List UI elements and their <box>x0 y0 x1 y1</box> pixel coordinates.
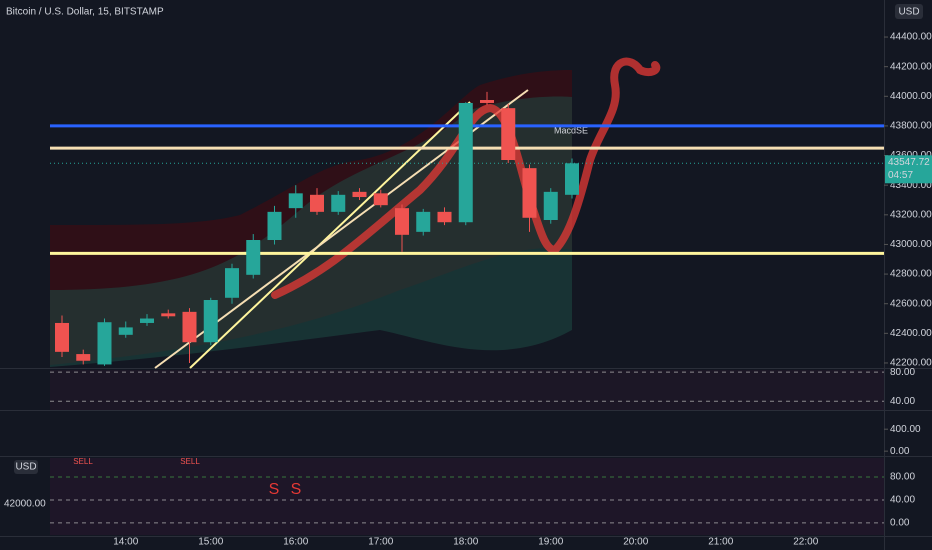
pane-tick-label: 40.00 <box>890 396 915 407</box>
annotation: MacdSE <box>554 125 588 135</box>
last-price-box <box>885 155 932 184</box>
annotation: SELL <box>73 457 93 466</box>
x-tick-label: 17:00 <box>368 537 393 548</box>
candle-body <box>55 322 69 352</box>
currency: USD <box>898 7 919 18</box>
x-tick-label: 16:00 <box>283 537 308 548</box>
freehand-drawing <box>271 57 661 299</box>
candle-body <box>76 354 91 361</box>
x-tick-label: 21:00 <box>708 537 733 548</box>
annotation: S <box>269 481 280 498</box>
candle-body <box>480 100 494 103</box>
y-tick-label: 43800.00 <box>890 121 932 132</box>
candle-body <box>97 322 112 365</box>
pane-tick-label: 0.00 <box>890 446 910 457</box>
pane-currency: USD <box>15 462 36 473</box>
y-tick-label: 42600.00 <box>890 298 932 309</box>
trend-line <box>189 101 471 369</box>
x-tick-label: 20:00 <box>623 537 648 548</box>
y-tick-label: 43000.00 <box>890 239 932 250</box>
candle-body <box>161 313 176 317</box>
y-tick-label: 42400.00 <box>890 328 932 339</box>
pane-tick-label: 0.00 <box>890 518 910 529</box>
candle-body <box>416 211 431 232</box>
x-tick-label: 18:00 <box>453 537 478 548</box>
currency-badge <box>895 4 923 19</box>
candle-body <box>246 240 261 275</box>
y-tick-label: 44400.00 <box>890 32 932 43</box>
candle-body <box>140 318 154 323</box>
candle-body <box>373 193 388 206</box>
candle-body <box>458 102 473 223</box>
candle-body <box>352 191 367 198</box>
currency-badge <box>14 460 38 474</box>
candle-body <box>501 108 516 160</box>
x-tick-label: 15:00 <box>198 537 223 548</box>
x-tick-label: 14:00 <box>113 537 138 548</box>
pane-left-label: 42000.00 <box>4 499 46 510</box>
candle-body <box>522 168 537 218</box>
pane-bg <box>50 458 884 535</box>
countdown: 04:57 <box>888 170 913 181</box>
candle-body <box>565 163 579 195</box>
candle-body <box>331 194 346 212</box>
annotation: SELL <box>180 457 200 466</box>
candle-body <box>118 327 133 335</box>
candle-body <box>395 208 409 235</box>
candle-body <box>267 211 282 240</box>
annotation: S <box>291 481 302 498</box>
pane-tick-label: 80.00 <box>890 367 915 378</box>
y-tick-label: 42200.00 <box>890 358 932 369</box>
price-axis-bg <box>884 0 932 550</box>
candle-body <box>288 193 303 209</box>
candle-body <box>543 191 558 220</box>
pane-tick-label: 40.00 <box>890 495 915 506</box>
pane-tick-label: 400.00 <box>890 424 921 435</box>
x-tick-label: 22:00 <box>793 537 818 548</box>
y-tick-label: 43400.00 <box>890 180 932 191</box>
candle-body <box>310 194 324 212</box>
y-tick-label: 44200.00 <box>890 61 932 72</box>
candle-body <box>437 211 452 223</box>
pane-bg <box>50 370 884 410</box>
pane-tick-label: 80.00 <box>890 472 915 483</box>
candle-body <box>203 300 218 343</box>
title: Bitcoin / U.S. Dollar, 15, BITSTAMP <box>6 7 164 18</box>
candle-body <box>225 268 239 298</box>
y-tick-label: 43200.00 <box>890 209 932 220</box>
candle-body <box>182 311 197 343</box>
x-tick-label: 19:00 <box>538 537 563 548</box>
last-price-label: 43547.72 <box>888 157 930 168</box>
y-tick-label: 42800.00 <box>890 269 932 280</box>
y-tick-label: 44000.00 <box>890 91 932 102</box>
